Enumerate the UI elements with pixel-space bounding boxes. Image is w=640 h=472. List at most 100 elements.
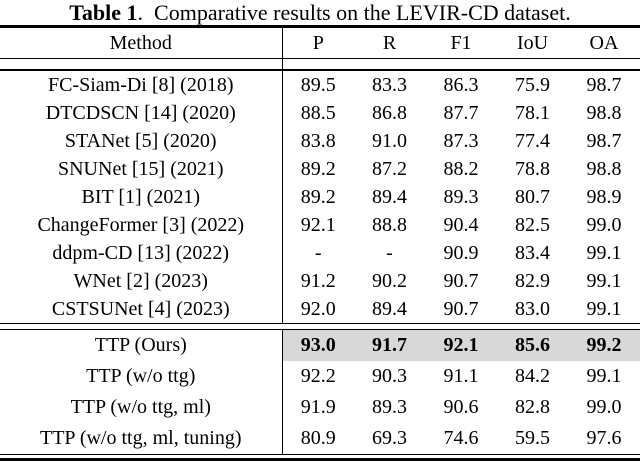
value-cell: 87.3 (443, 129, 479, 152)
method-cell: ChangeFormer [3] (2022) (0, 211, 283, 239)
value-cell: 89.4 (372, 297, 407, 320)
value-cell: 80.7 (515, 185, 550, 208)
method-cell: FC-Siam-Di [8] (2018) (0, 70, 283, 99)
value-cell: 78.1 (515, 101, 550, 124)
value-cell: 78.8 (515, 157, 550, 180)
divider (0, 454, 640, 461)
value-cell: 98.9 (586, 185, 622, 208)
value-cell: 92.0 (300, 297, 336, 320)
method-cell: CSTSUNet [4] (2023) (0, 295, 283, 324)
method-cell: TTP (w/o ttg, ml, tuning) (0, 423, 283, 455)
method-cell: BIT [1] (2021) (0, 183, 283, 211)
header-row: Method P R F1 IoU OA (0, 26, 640, 59)
table-caption-label: Table 1 (69, 0, 138, 25)
value-cell: 83.8 (300, 129, 336, 152)
value-cell: 98.7 (586, 73, 622, 96)
value-cell: 90.6 (443, 396, 479, 418)
value-cell: 90.7 (443, 269, 479, 292)
method-cell: TTP (w/o ttg, ml) (0, 392, 283, 423)
table-row: ddpm-CD [13] (2022) - - 90.9 83.4 99.1 (0, 239, 640, 267)
table-row: TTP (w/o ttg) 92.2 90.3 91.1 84.2 99.1 (0, 361, 640, 392)
value-cell: 91.7 (354, 329, 425, 361)
method-cell: WNet [2] (2023) (0, 267, 283, 295)
table-caption-text: . Comparative results on the LEVIR-CD da… (137, 0, 571, 25)
method-cell: STANet [5] (2020) (0, 127, 283, 155)
method-cell: TTP (Ours) (0, 329, 283, 361)
value-cell: 97.6 (586, 427, 622, 449)
value-cell: 88.2 (443, 157, 479, 180)
table-row: WNet [2] (2023) 91.2 90.2 90.7 82.9 99.1 (0, 267, 640, 295)
table-row: SNUNet [15] (2021) 89.2 87.2 88.2 78.8 9… (0, 155, 640, 183)
header-rule-divider (0, 58, 640, 71)
value-cell: 82.9 (515, 269, 550, 292)
value-cell: 83.0 (515, 297, 550, 320)
value-cell: 89.3 (372, 396, 407, 418)
table-row: DTCDSCN [14] (2020) 88.5 86.8 87.7 78.1 … (0, 99, 640, 127)
method-cell: TTP (w/o ttg) (0, 361, 283, 392)
value-cell: 92.1 (425, 329, 497, 361)
bottom-rule-divider (0, 454, 640, 461)
col-header-oa: OA (568, 26, 640, 59)
value-cell: 99.1 (586, 297, 622, 320)
table-row: TTP (w/o ttg, ml, tuning) 80.9 69.3 74.6… (0, 423, 640, 455)
value-cell: 93.0 (282, 329, 354, 361)
value-cell: 88.5 (300, 101, 336, 124)
value-cell: 83.4 (515, 241, 550, 264)
results-table: Method P R F1 IoU OA FC-Siam-Di [8] (201… (0, 25, 640, 461)
value-cell: 98.8 (586, 101, 622, 124)
group-rule-divider (0, 323, 640, 330)
value-cell: 87.7 (443, 101, 479, 124)
value-cell: 89.3 (443, 185, 479, 208)
value-cell: 99.0 (586, 213, 622, 236)
value-cell: 90.7 (443, 297, 479, 320)
value-cell: 89.4 (372, 185, 407, 208)
divider (282, 58, 640, 71)
value-cell: 88.8 (372, 213, 407, 236)
table-row: FC-Siam-Di [8] (2018) 89.5 83.3 86.3 75.… (0, 70, 640, 99)
value-cell: 82.8 (515, 396, 550, 418)
value-cell: 85.6 (497, 329, 568, 361)
value-cell: 83.3 (372, 73, 407, 96)
method-cell: ddpm-CD [13] (2022) (0, 239, 283, 267)
value-cell: 98.7 (586, 129, 622, 152)
value-cell: - (314, 241, 322, 264)
divider (0, 323, 640, 330)
value-cell: 90.3 (372, 365, 407, 387)
table-row-ours: TTP (Ours) 93.0 91.7 92.1 85.6 99.2 (0, 329, 640, 361)
value-cell: 91.0 (372, 129, 407, 152)
value-cell: 89.2 (300, 185, 336, 208)
value-cell: 87.2 (372, 157, 407, 180)
value-cell: 92.2 (300, 365, 336, 387)
col-header-f1: F1 (425, 26, 497, 59)
value-cell: 84.2 (515, 365, 550, 387)
method-cell: DTCDSCN [14] (2020) (0, 99, 283, 127)
value-cell: 75.9 (515, 73, 550, 96)
value-cell: 86.8 (372, 101, 407, 124)
value-cell: - (386, 241, 393, 264)
divider (0, 58, 283, 71)
value-cell: 90.9 (443, 241, 479, 264)
value-cell: 89.5 (300, 73, 336, 96)
col-header-iou: IoU (497, 26, 568, 59)
table-caption: Table 1. Comparative results on the LEVI… (0, 0, 640, 25)
table-row: STANet [5] (2020) 83.8 91.0 87.3 77.4 98… (0, 127, 640, 155)
value-cell: 99.1 (586, 365, 622, 387)
value-cell: 99.0 (586, 396, 622, 418)
value-cell: 92.1 (300, 213, 336, 236)
table-row: TTP (w/o ttg, ml) 91.9 89.3 90.6 82.8 99… (0, 392, 640, 423)
value-cell: 91.1 (443, 365, 479, 387)
table-row: ChangeFormer [3] (2022) 92.1 88.8 90.4 8… (0, 211, 640, 239)
table-row: CSTSUNet [4] (2023) 92.0 89.4 90.7 83.0 … (0, 295, 640, 324)
value-cell: 99.1 (586, 269, 622, 292)
col-header-recall: R (354, 26, 425, 59)
value-cell: 91.2 (300, 269, 336, 292)
method-cell: SNUNet [15] (2021) (0, 155, 283, 183)
value-cell: 82.5 (515, 213, 550, 236)
value-cell: 59.5 (515, 427, 550, 449)
col-header-precision: P (282, 26, 354, 59)
value-cell: 99.2 (568, 329, 640, 361)
value-cell: 89.2 (300, 157, 336, 180)
value-cell: 80.9 (300, 427, 336, 449)
table-row: BIT [1] (2021) 89.2 89.4 89.3 80.7 98.9 (0, 183, 640, 211)
